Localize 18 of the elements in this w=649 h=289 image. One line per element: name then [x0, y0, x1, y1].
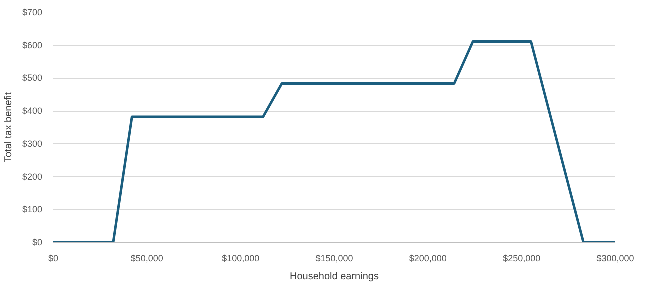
y-tick-label: $100 — [22, 204, 43, 215]
y-tick-label: $700 — [22, 8, 43, 18]
y-tick-label: $200 — [22, 172, 43, 182]
y-tick-label: $400 — [22, 106, 43, 116]
x-tick-label: $300,000 — [596, 254, 634, 264]
x-tick-label: $100,000 — [222, 254, 260, 264]
y-tick-label: $300 — [22, 138, 43, 149]
x-tick-label: $250,000 — [503, 254, 541, 264]
y-tick-label: $600 — [22, 40, 43, 50]
x-tick-label: $150,000 — [316, 254, 354, 264]
x-tick-label: $50,000 — [130, 254, 164, 264]
y-axis-title: Total tax benefit — [3, 92, 14, 163]
y-tick-label: $0 — [32, 238, 43, 248]
x-axis-title: Household earnings — [290, 272, 379, 282]
line-series — [54, 40, 616, 242]
y-tick-label: $500 — [22, 73, 43, 84]
x-tick-label: $200,000 — [409, 254, 447, 264]
x-tick-label: $0 — [48, 254, 59, 264]
